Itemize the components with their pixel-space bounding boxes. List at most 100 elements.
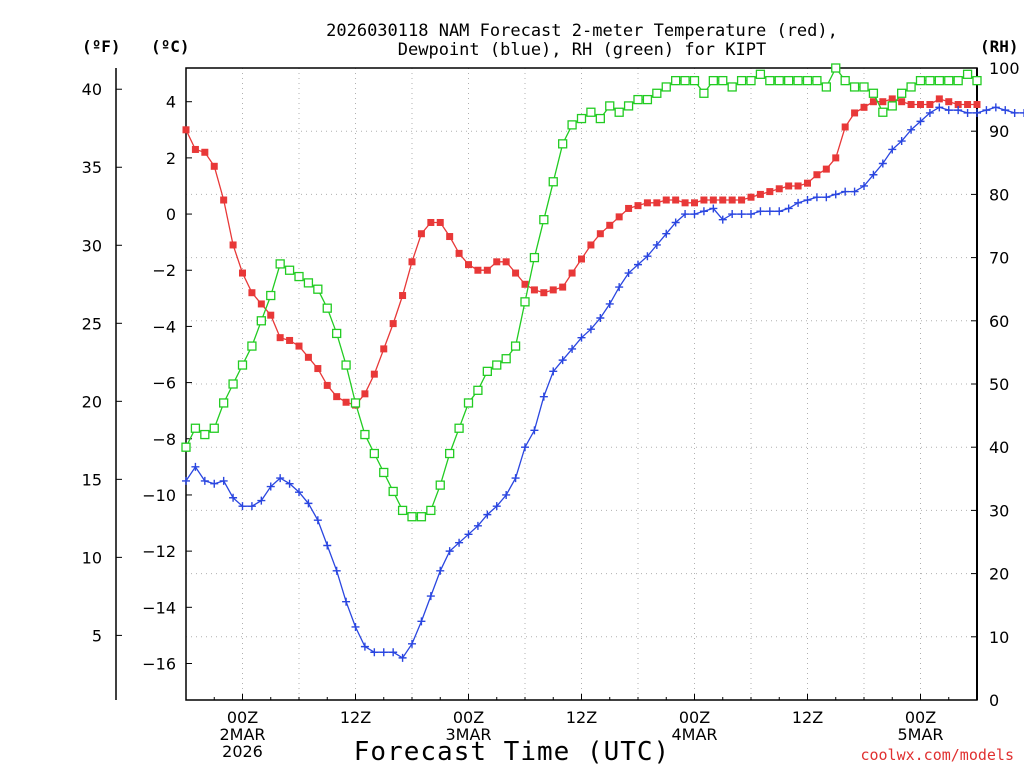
rh-point: [623, 101, 634, 111]
dewpoint-point: [681, 210, 690, 219]
rh-point: [256, 316, 266, 326]
rh-point: [548, 177, 558, 187]
temperature-point: [201, 148, 209, 156]
temperature-point: [361, 390, 369, 398]
temperature-point: [512, 269, 520, 277]
dewpoint-point: [332, 566, 341, 575]
rh-point: [482, 366, 492, 377]
dewpoint-point: [718, 215, 727, 224]
fahrenheit-tick-label: 30: [82, 236, 102, 255]
gridlines: [186, 67, 977, 701]
celsius-tick-label: 4: [166, 93, 176, 112]
rh-point: [369, 448, 379, 459]
rh-point: [727, 82, 737, 92]
dewpoint-point: [549, 367, 558, 376]
temperature-point: [596, 230, 604, 238]
dewpoint-point: [803, 196, 812, 205]
temperature-point: [436, 218, 444, 226]
rh-tick-label: 60: [989, 312, 1009, 331]
rh-point: [332, 328, 342, 339]
dewpoint-point: [511, 474, 520, 483]
x-tick-label: 12Z: [792, 708, 823, 727]
rh-point: [558, 139, 568, 149]
rh-point: [360, 429, 370, 440]
dewpoint-point: [860, 181, 868, 190]
rh-point: [736, 75, 747, 86]
x-tick-label: 00Z: [227, 708, 258, 727]
rh-point: [802, 75, 813, 86]
rh-tick-label: 80: [989, 185, 1009, 204]
rh-point: [181, 442, 191, 452]
temperature-point: [841, 123, 849, 131]
rh-point: [190, 423, 201, 433]
dewpoint-point: [492, 502, 501, 511]
x-tick-label: 4MAR: [671, 725, 717, 744]
celsius-tick-label: −10: [142, 486, 176, 505]
rh-point: [906, 82, 916, 92]
dewpoint-point: [737, 210, 746, 219]
temperature-point: [559, 283, 567, 291]
x-tick-label: 2026: [222, 742, 263, 761]
dewpoint-point: [408, 639, 416, 648]
fahrenheit-tick-label: 40: [82, 80, 102, 99]
dewpoint-point: [247, 502, 256, 511]
dewpoint-point: [389, 648, 398, 657]
celsius-tick-label: −12: [142, 542, 176, 561]
dewpoint-point: [1001, 106, 1010, 115]
dewpoint-point: [342, 597, 351, 606]
dewpoint-point: [304, 499, 313, 508]
rh-point: [765, 75, 775, 86]
dewpoint-point: [539, 392, 548, 401]
rh-point: [840, 75, 850, 86]
temperature-point: [342, 398, 350, 406]
dewpoint-point: [709, 204, 718, 213]
dewpoint-point: [907, 125, 916, 134]
fahrenheit-tick-label: 15: [82, 470, 102, 489]
rh-point: [529, 252, 540, 263]
dewpoint-point: [295, 488, 303, 497]
dewpoint-point: [398, 653, 407, 662]
rh-point: [266, 290, 276, 301]
dewpoint-point: [822, 193, 831, 202]
rh-point: [501, 354, 511, 364]
dewpoint-point: [963, 108, 972, 117]
temperature-point: [964, 101, 972, 109]
temperature-point: [417, 230, 425, 238]
temperature-point: [672, 196, 680, 204]
temperature-point: [662, 196, 670, 204]
temperature-point: [926, 101, 934, 109]
rh-point: [652, 88, 662, 98]
dewpoint-point: [944, 106, 953, 115]
rh-point: [774, 75, 784, 86]
dewpoint-point: [473, 521, 482, 530]
temperature-point: [239, 269, 246, 277]
rh-point: [284, 265, 295, 275]
rh-point: [397, 505, 408, 516]
rh-point: [473, 385, 483, 395]
chart-title-line1: 2026030118 NAM Forecast 2-meter Temperat…: [326, 21, 838, 41]
fahrenheit-tick-label: 20: [82, 392, 102, 411]
rh-point: [492, 360, 502, 370]
dewpoint-point: [276, 474, 285, 483]
dewpoint-point: [464, 530, 473, 539]
dewpoint-point: [784, 204, 793, 213]
dewpoint-point: [662, 229, 671, 238]
temperature-point: [747, 193, 755, 201]
temperature-point: [370, 370, 378, 378]
dewpoint-point: [690, 210, 699, 219]
temperature-point: [822, 165, 830, 173]
temperature-point: [935, 95, 943, 103]
rh-point: [510, 341, 521, 351]
dewpoint-point: [502, 490, 511, 499]
temperature-point: [191, 145, 199, 153]
celsius-axis-unit: (ºC): [151, 37, 190, 56]
dewpoint-point: [624, 269, 633, 278]
temperature-point: [785, 182, 793, 190]
temperature-point: [719, 196, 727, 204]
dewpoint-point: [765, 207, 774, 216]
dewpoint-point: [775, 207, 784, 216]
temperature-point: [691, 199, 698, 207]
celsius-tick-label: −2: [152, 261, 176, 280]
rh-point: [237, 360, 248, 370]
